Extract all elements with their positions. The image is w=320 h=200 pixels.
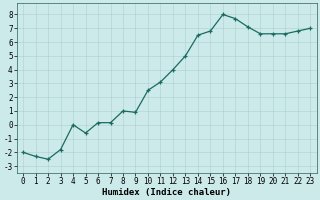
X-axis label: Humidex (Indice chaleur): Humidex (Indice chaleur): [102, 188, 231, 197]
